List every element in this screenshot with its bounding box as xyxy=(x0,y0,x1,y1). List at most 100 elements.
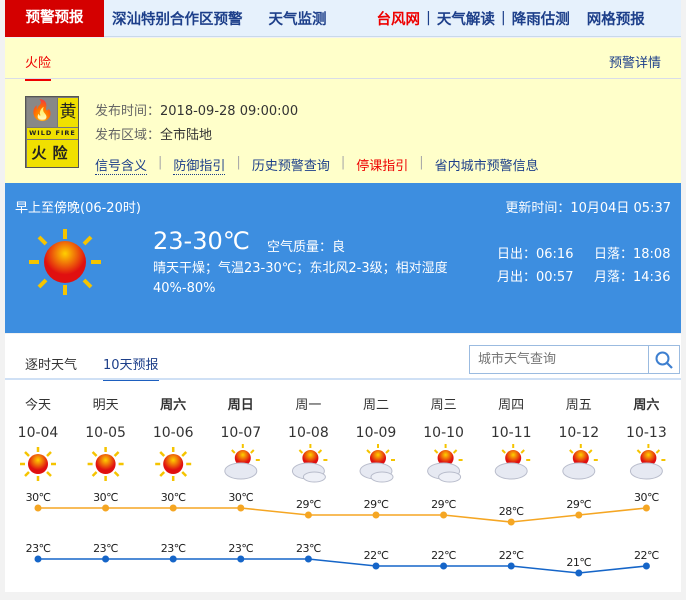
nav-warning-forecast[interactable]: 预警预报 xyxy=(5,0,104,37)
low-temp-label: 21℃ xyxy=(566,556,592,569)
nav-interpretation[interactable]: 天气解读 xyxy=(436,11,495,28)
forecast-day: 明天 10-05 xyxy=(76,394,136,441)
high-temp-point xyxy=(102,504,110,512)
low-temp-point xyxy=(34,555,42,563)
low-temp-label: 23℃ xyxy=(25,542,51,555)
city-search-input[interactable] xyxy=(470,346,648,373)
low-temp-point xyxy=(237,555,245,563)
badge-en: WILD FIRE xyxy=(27,128,78,139)
forecast-day: 周二 10-09 xyxy=(346,394,406,441)
forecast-day: 周六 10-13 xyxy=(616,394,676,441)
nav-rain-estimate[interactable]: 降雨估测 xyxy=(511,11,570,28)
day-label: 周三 xyxy=(430,398,457,413)
nav-shenshan[interactable]: 深汕特别合作区预警 xyxy=(112,11,243,28)
low-temp-label: 22℃ xyxy=(431,549,457,562)
forecast-day: 周一 10-08 xyxy=(278,394,338,441)
day-label: 今天 xyxy=(24,398,51,413)
high-temp-label: 28℃ xyxy=(498,505,524,518)
date-label: 10-06 xyxy=(152,425,194,441)
search-button[interactable] xyxy=(648,346,679,373)
forecast-day: 周日 10-07 xyxy=(211,394,271,441)
low-temp-label: 22℃ xyxy=(363,549,389,562)
update-time: 更新时间：10月04日 05:37 xyxy=(505,201,671,216)
high-temp-label: 29℃ xyxy=(566,498,592,511)
low-temp-label: 23℃ xyxy=(93,542,119,555)
sunrise: 日出：06:16 xyxy=(497,247,574,262)
day-label: 周五 xyxy=(565,398,592,413)
high-temp-point xyxy=(169,504,177,512)
forecast-day: 周三 10-10 xyxy=(414,394,474,441)
cloudy-icon xyxy=(427,444,463,483)
low-temp-point xyxy=(169,555,177,563)
high-temp-label: 30℃ xyxy=(160,491,186,504)
low-temp-point xyxy=(642,562,650,570)
high-temp-point xyxy=(440,511,448,519)
low-temp-label: 23℃ xyxy=(228,542,254,555)
forecast-day: 周六 10-06 xyxy=(143,394,203,441)
low-temp-point xyxy=(372,562,380,570)
link-province-warnings[interactable]: 省内城市预警信息 xyxy=(434,159,539,174)
day-label: 周四 xyxy=(498,398,525,413)
top-nav: 预警预报 深汕特别合作区预警 天气监测 台风网 | 天气解读 | 降雨估测 网格… xyxy=(5,0,681,37)
city-search xyxy=(469,345,680,374)
low-temp-point xyxy=(507,562,515,570)
link-history[interactable]: 历史预警查询 xyxy=(251,159,330,174)
badge-type: 火险 xyxy=(27,140,78,167)
date-label: 10-07 xyxy=(220,425,262,441)
date-label: 10-12 xyxy=(558,425,600,441)
high-temp-point xyxy=(642,504,650,512)
high-temp-label: 29℃ xyxy=(363,498,389,511)
tab-10day[interactable]: 10天预报 xyxy=(103,354,159,381)
tab-hourly[interactable]: 逐时天气 xyxy=(25,358,78,373)
link-defense-guide[interactable]: 防御指引 xyxy=(173,155,226,175)
link-school-suspension[interactable]: 停课指引 xyxy=(356,159,409,174)
period: 早上至傍晚(06-20时) xyxy=(15,201,141,216)
sunny-icon xyxy=(87,447,124,481)
date-label: 10-10 xyxy=(423,425,464,441)
sunny-icon xyxy=(155,447,192,481)
high-temp-point xyxy=(237,504,245,512)
weather-desc: 晴天干燥；气温23-30℃；东北风2-3级；相对湿度40%-80% xyxy=(153,261,448,296)
divider: | xyxy=(426,10,431,26)
moonrise: 月出：00:57 xyxy=(497,270,574,285)
low-temp-label: 22℃ xyxy=(498,549,524,562)
issue-area: 发布区域：全市陆地 xyxy=(95,128,213,143)
cloudy-icon xyxy=(359,444,395,483)
flame-icon: 🔥 xyxy=(27,98,57,127)
low-temp-label: 23℃ xyxy=(160,542,186,555)
low-temp-point xyxy=(440,562,448,570)
nav-grid-forecast[interactable]: 网格预报 xyxy=(586,11,645,28)
divider xyxy=(5,378,681,380)
day-label: 周二 xyxy=(362,398,389,413)
day-label: 周日 xyxy=(227,398,254,413)
high-temp-label: 30℃ xyxy=(633,491,659,504)
link-signal-meaning[interactable]: 信号含义 xyxy=(95,155,148,175)
high-temp-label: 29℃ xyxy=(295,498,321,511)
warning-links: 信号含义 | 防御指引 | 历史预警查询 | 停课指引 | 省内城市预警信息 xyxy=(95,155,539,175)
date-label: 10-05 xyxy=(85,425,126,441)
low-temp-label: 22℃ xyxy=(633,549,659,562)
issue-time: 发布时间：2018-09-28 09:00:00 xyxy=(95,104,299,119)
temp-range: 23-30℃ xyxy=(153,227,250,255)
low-temp-point xyxy=(102,555,110,563)
sunny-icon xyxy=(29,229,101,295)
air-quality: 空气质量：良 xyxy=(267,240,346,255)
high-temp-point xyxy=(575,511,583,519)
day-label: 周一 xyxy=(295,398,322,413)
high-temp-label: 29℃ xyxy=(431,498,457,511)
low-temp-point xyxy=(304,555,312,563)
nav-monitoring[interactable]: 天气监测 xyxy=(268,11,327,28)
high-temp-label: 30℃ xyxy=(93,491,119,504)
warning-panel: 火险 预警详情 🔥 黄 WILD FIRE 火险 发布时间：2018-09-28… xyxy=(5,38,681,183)
date-label: 10-04 xyxy=(17,425,59,441)
search-icon xyxy=(655,351,673,369)
nav-typhoon[interactable]: 台风网 xyxy=(376,11,421,28)
date-label: 10-08 xyxy=(288,425,329,441)
warning-detail-link[interactable]: 预警详情 xyxy=(608,56,661,71)
high-temp-label: 30℃ xyxy=(25,491,51,504)
low-temp-point xyxy=(575,569,583,577)
high-temp-point xyxy=(304,511,312,519)
tab-fire-risk[interactable]: 火险 xyxy=(25,52,52,81)
date-label: 10-13 xyxy=(626,425,667,441)
high-temp-point xyxy=(34,504,42,512)
